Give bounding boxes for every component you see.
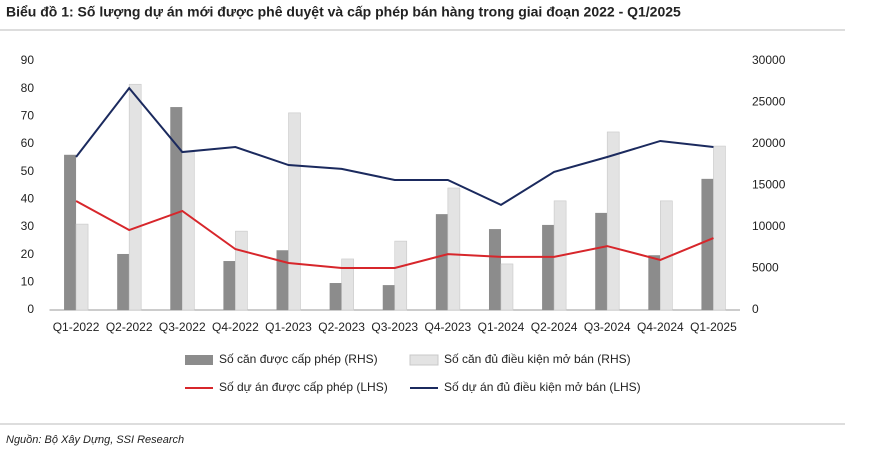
x-tick-label: Q4-2022 <box>212 320 259 334</box>
y2-tick-label: 0 <box>752 302 759 316</box>
bar <box>595 212 608 310</box>
y2-tick-label: 10000 <box>752 219 786 233</box>
legend-label: Số căn được cấp phép (RHS) <box>219 352 378 366</box>
bar <box>542 224 555 310</box>
y2-tick-label: 25000 <box>752 95 786 109</box>
bar <box>223 261 236 310</box>
legend-label: Số dự án được cấp phép (LHS) <box>219 380 388 394</box>
bar <box>648 255 661 310</box>
bar <box>117 253 130 310</box>
y-tick-label: 40 <box>21 192 35 206</box>
y-tick-label: 20 <box>21 247 35 261</box>
x-tick-label: Q4-2023 <box>425 320 472 334</box>
x-tick-label: Q1-2023 <box>265 320 312 334</box>
y-tick-label: 70 <box>21 109 35 123</box>
bar <box>701 178 714 310</box>
x-tick-label: Q3-2022 <box>159 320 206 334</box>
x-tick-label: Q3-2023 <box>371 320 418 334</box>
y2-tick-label: 30000 <box>752 53 786 67</box>
line <box>75 200 714 269</box>
y-tick-label: 80 <box>21 81 35 95</box>
y-tick-label: 30 <box>21 219 35 233</box>
x-tick-label: Q1-2022 <box>53 320 100 334</box>
bar <box>235 230 248 311</box>
x-tick-label: Q2-2022 <box>106 320 153 334</box>
bar <box>447 187 461 311</box>
bar <box>329 283 342 310</box>
y2-tick-label: 20000 <box>752 136 786 150</box>
y-tick-label: 10 <box>21 275 35 289</box>
chart-title: Biểu đồ 1: Số lượng dự án mới được phê d… <box>6 4 681 20</box>
y-tick-label: 0 <box>27 302 34 316</box>
legend-label: Số dự án đủ điều kiện mở bán (LHS) <box>444 380 641 394</box>
source: Nguồn: Bộ Xây Dựng, SSI Research <box>6 434 184 446</box>
bar <box>64 154 77 310</box>
y2-tick-label: 15000 <box>752 178 786 192</box>
bar <box>435 214 448 310</box>
y-tick-label: 60 <box>21 136 35 150</box>
y-tick-label: 90 <box>21 53 35 67</box>
bar <box>382 285 395 310</box>
legend-swatch <box>185 355 213 365</box>
bar <box>181 151 195 311</box>
bar <box>606 131 620 311</box>
x-tick-label: Q2-2024 <box>531 320 578 334</box>
x-tick-label: Q1-2024 <box>478 320 525 334</box>
x-tick-label: Q1-2025 <box>690 320 737 334</box>
bar <box>500 263 514 311</box>
line <box>75 86 714 207</box>
bar <box>170 107 183 310</box>
bar <box>75 223 89 311</box>
bar <box>713 145 726 311</box>
bar <box>341 258 354 311</box>
bar <box>488 229 501 310</box>
bar <box>288 112 301 311</box>
bar <box>394 240 408 311</box>
bar <box>128 83 142 311</box>
y2-tick-label: 5000 <box>752 261 779 275</box>
x-tick-label: Q2-2023 <box>318 320 365 334</box>
bar <box>276 250 289 310</box>
x-tick-label: Q4-2024 <box>637 320 684 334</box>
legend-swatch <box>409 354 439 366</box>
legend-label: Số căn đủ điều kiện mở bán (RHS) <box>444 352 631 366</box>
x-tick-label: Q3-2024 <box>584 320 631 334</box>
y-tick-label: 50 <box>21 164 35 178</box>
